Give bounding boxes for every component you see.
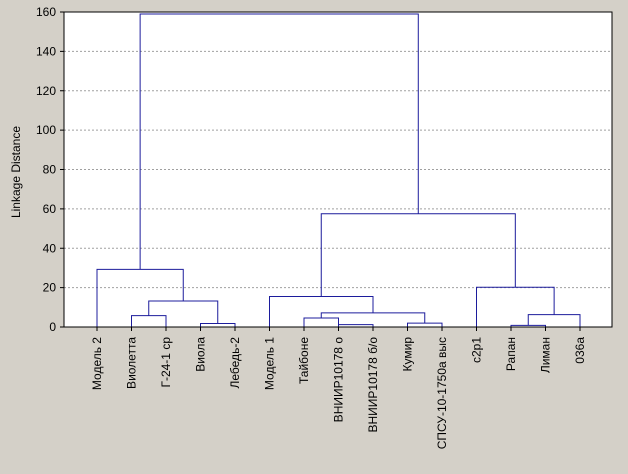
dendrogram-link bbox=[338, 324, 374, 327]
x-axis: Модель 2 Виолетта Г-24-1 ср Виола Лебедь-2 Мо… bbox=[90, 327, 587, 449]
y-tick-label: 40 bbox=[43, 241, 57, 255]
x-tick-label: Лебедь-2 bbox=[228, 337, 242, 389]
x-tick-label: с2р1 bbox=[470, 337, 484, 363]
x-tick-label: Модель 1 bbox=[263, 337, 277, 390]
x-tick-label: Модель 2 bbox=[90, 337, 104, 390]
x-tick-label: Виола bbox=[194, 337, 208, 372]
y-tick-label: 120 bbox=[36, 84, 56, 98]
x-tick-label: Кумир bbox=[401, 337, 415, 372]
x-tick-label: 036а bbox=[573, 337, 587, 364]
x-tick-label: Г-24-1 ср bbox=[159, 337, 173, 388]
x-tick-label: Тайбоне bbox=[297, 337, 311, 384]
x-tick-label: Рапан bbox=[504, 337, 518, 371]
y-tick-label: 140 bbox=[36, 44, 56, 58]
x-tick-label: ВНИИР10178 б/о bbox=[366, 337, 380, 433]
y-tick-label: 20 bbox=[43, 281, 57, 295]
x-tick-label: Лиман bbox=[539, 337, 553, 373]
dendrogram-link bbox=[139, 13, 419, 270]
x-tick-label: ВНИИР10178 о bbox=[332, 337, 346, 423]
dendrogram-links bbox=[96, 13, 581, 327]
x-tick-label: СПСУ-10-1750а выс bbox=[435, 337, 449, 449]
y-tick-label: 80 bbox=[43, 163, 57, 177]
x-tick-label: Виолетта bbox=[125, 337, 139, 389]
y-tick-label: 0 bbox=[49, 320, 56, 334]
y-tick-label: 100 bbox=[36, 123, 56, 137]
y-axis: 0 20 40 60 80 100 120 140 160 bbox=[36, 5, 64, 334]
grid-lines bbox=[64, 50, 612, 289]
y-tick-label: 60 bbox=[43, 202, 57, 216]
y-axis-label: Linkage Distance bbox=[9, 126, 23, 218]
y-tick-label: 160 bbox=[36, 5, 56, 19]
